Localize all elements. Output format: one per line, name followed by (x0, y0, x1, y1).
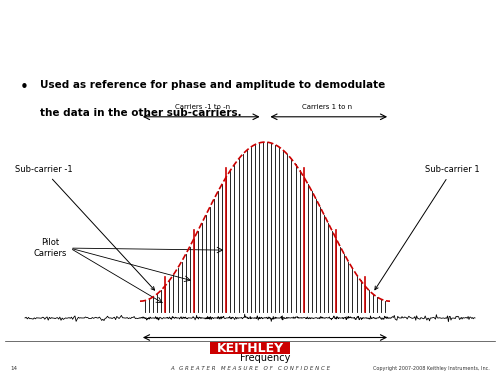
Text: Data and Pilot Carriers: Data and Pilot Carriers (134, 32, 366, 50)
Text: KEITHLEY: KEITHLEY (216, 342, 284, 355)
Text: Used as reference for phase and amplitude to demodulate: Used as reference for phase and amplitud… (40, 81, 385, 90)
Text: 14: 14 (10, 366, 17, 371)
Text: Sub-carrier -1: Sub-carrier -1 (15, 165, 154, 290)
Text: Frequency: Frequency (240, 353, 290, 363)
Text: •: • (20, 81, 29, 96)
Text: A   G R E A T E R   M E A S U R E   O F   C O N F I D E N C E: A G R E A T E R M E A S U R E O F C O N … (170, 366, 330, 371)
Text: Sub-carrier 1: Sub-carrier 1 (375, 165, 480, 290)
Text: Pilot
Carriers: Pilot Carriers (34, 238, 66, 258)
Text: Carriers -1 to -n: Carriers -1 to -n (175, 104, 230, 110)
Bar (210, 342, 290, 354)
Text: www.keithley.com: www.keithley.com (422, 8, 490, 16)
Text: Carriers 1 to n: Carriers 1 to n (302, 104, 352, 110)
Text: the data in the other sub-carriers.: the data in the other sub-carriers. (40, 108, 241, 118)
Text: Copyright 2007-2008 Keithley Instruments, Inc.: Copyright 2007-2008 Keithley Instruments… (373, 366, 490, 371)
